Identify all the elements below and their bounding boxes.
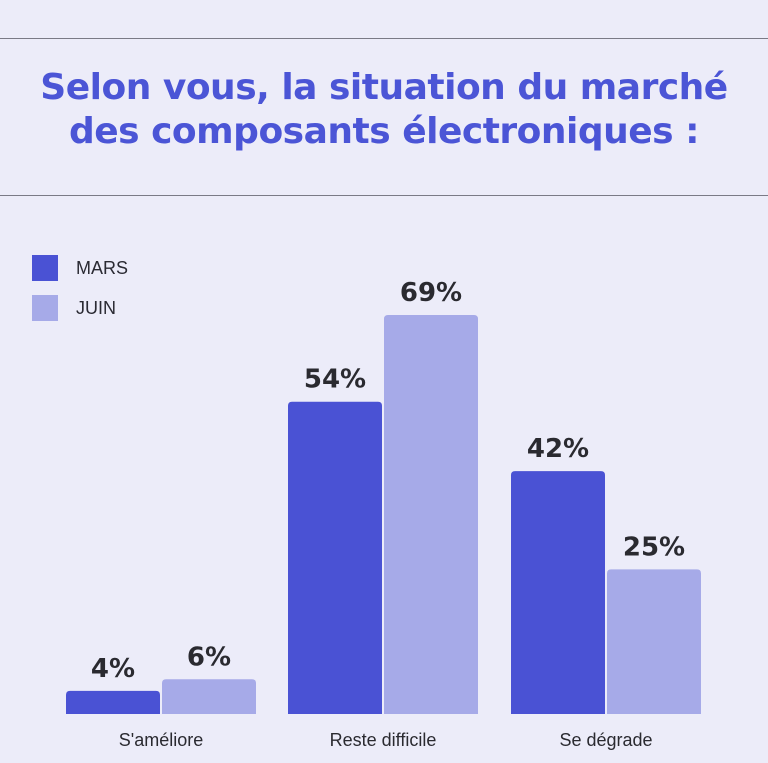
title-line-2: des composants électroniques : xyxy=(68,111,700,152)
legend-item-juin: JUIN xyxy=(32,295,128,321)
chart-title: Selon vous, la situation du marché des c… xyxy=(0,66,768,154)
legend-item-mars: MARS xyxy=(32,255,128,281)
bar-mars-2 xyxy=(511,471,605,714)
legend: MARS JUIN xyxy=(32,255,128,335)
title-line-1: Selon vous, la situation du marché xyxy=(40,67,728,108)
bar-juin-2 xyxy=(607,569,701,714)
category-label-0: S'améliore xyxy=(119,730,203,750)
bar-juin-1 xyxy=(384,315,478,714)
value-label-mars-1: 54% xyxy=(304,365,366,395)
bar-mars-0 xyxy=(66,690,160,714)
bar-mars-1 xyxy=(288,401,382,714)
bar-juin-0 xyxy=(162,679,256,714)
value-label-juin-1: 69% xyxy=(400,278,462,308)
value-label-juin-2: 25% xyxy=(623,532,685,562)
value-label-mars-2: 42% xyxy=(527,434,589,464)
bottom-divider xyxy=(0,195,768,196)
category-label-1: Reste difficile xyxy=(330,730,437,750)
category-label-2: Se dégrade xyxy=(559,730,652,750)
legend-label-juin: JUIN xyxy=(76,297,116,318)
value-label-mars-0: 4% xyxy=(91,654,135,684)
legend-label-mars: MARS xyxy=(76,257,129,278)
top-divider xyxy=(0,38,768,39)
legend-swatch-mars xyxy=(32,255,58,281)
legend-swatch-juin xyxy=(32,295,58,321)
value-label-juin-0: 6% xyxy=(187,642,231,672)
